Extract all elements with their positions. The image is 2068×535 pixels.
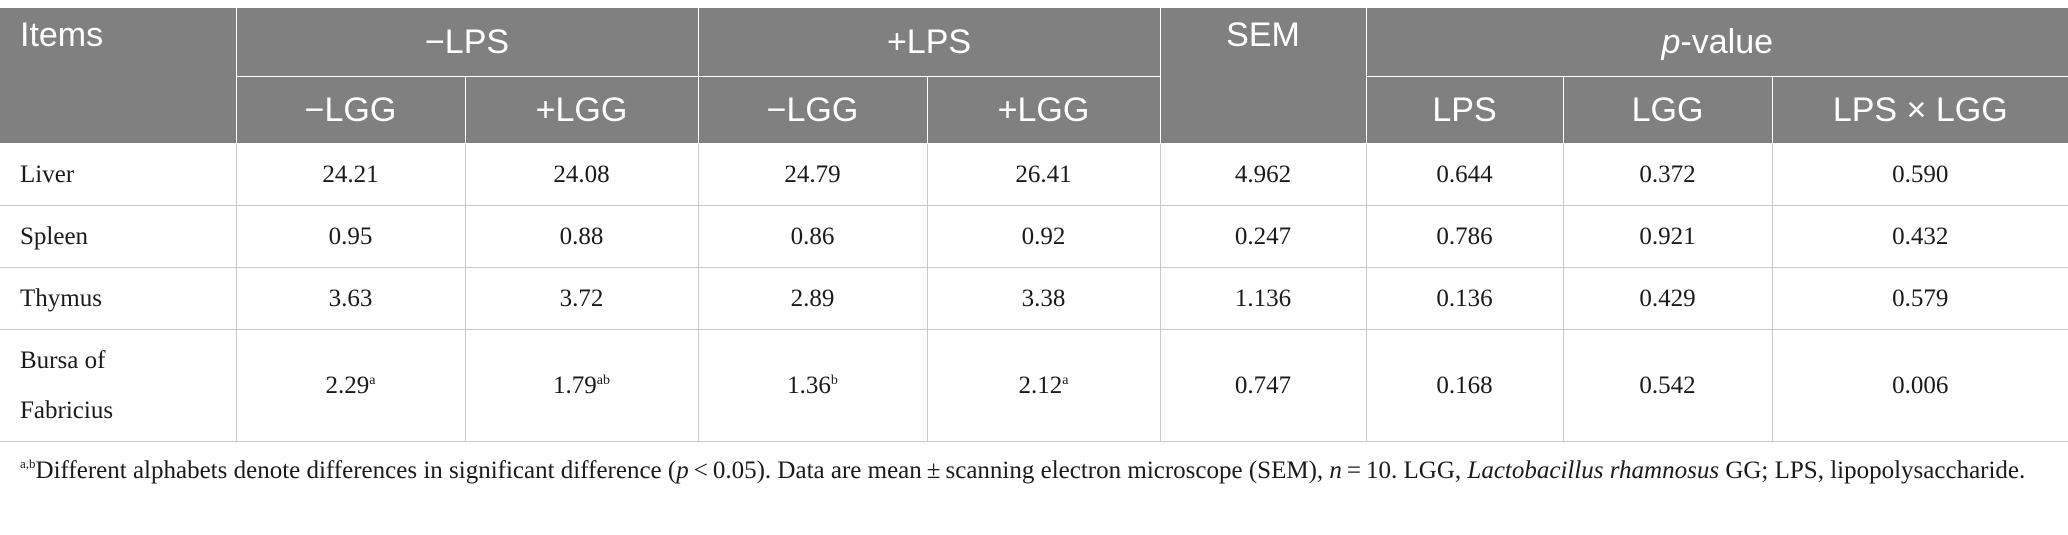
- footnote-text-2: < 0.05). Data are mean ± scanning electr…: [688, 457, 1330, 484]
- row-item: Bursa of Fabricius: [0, 329, 237, 442]
- table-container: Items −LPS +LPS SEM p-value −LGG +LGG −L…: [0, 8, 2068, 442]
- significance-superscript: ab: [596, 372, 610, 388]
- row-item-line-2: Fabricius: [20, 396, 114, 424]
- row-item: Liver: [0, 143, 237, 206]
- cell-plus-lps-minus-lgg: 24.79: [697, 143, 928, 206]
- cell-minus-lps-minus-lgg: 24.21: [235, 143, 466, 206]
- cell-plus-lps-minus-lgg: 0.86: [697, 205, 928, 268]
- cell-p-lps: 0.136: [1365, 267, 1564, 330]
- cell-minus-lps-plus-lgg: 24.08: [464, 143, 699, 206]
- cell-sem: 0.747: [1159, 329, 1367, 442]
- organ-index-table: Items −LPS +LPS SEM p-value −LGG +LGG −L…: [0, 8, 2068, 442]
- header-plus-lps: +LPS: [697, 8, 1161, 77]
- cell-plus-lps-minus-lgg: 2.89: [697, 267, 928, 330]
- table-row: Spleen 0.95 0.88 0.86 0.92 0.247 0.786 0…: [0, 205, 2068, 268]
- cell-value: 1.79: [553, 371, 597, 399]
- cell-p-lps: 0.644: [1365, 143, 1564, 206]
- row-item: Thymus: [0, 267, 237, 330]
- footnote-text-3: = 10. LGG,: [1341, 457, 1468, 484]
- cell-p-lgg: 0.921: [1562, 205, 1773, 268]
- cell-value: 1.36: [787, 371, 831, 399]
- header-minus-lps: −LPS: [235, 8, 699, 77]
- cell-minus-lps-plus-lgg: 0.88: [464, 205, 699, 268]
- cell-minus-lps-plus-lgg: 3.72: [464, 267, 699, 330]
- header-plus-lps-minus-lgg: −LGG: [697, 76, 928, 144]
- cell-plus-lps-plus-lgg: 26.41: [926, 143, 1161, 206]
- header-sem: SEM: [1159, 8, 1367, 144]
- cell-plus-lps-minus-lgg: 1.36b: [697, 329, 928, 442]
- cell-minus-lps-minus-lgg: 0.95: [235, 205, 466, 268]
- table-header: Items −LPS +LPS SEM p-value −LGG +LGG −L…: [0, 8, 2068, 144]
- significance-superscript: a: [369, 372, 376, 388]
- cell-value: 2.29: [325, 371, 370, 399]
- footnote-text-4: GG; LPS, lipopolysaccharide.: [1719, 457, 2026, 484]
- cell-minus-lps-minus-lgg: 2.29a: [235, 329, 466, 442]
- footnote-marker: a,b: [20, 456, 36, 471]
- cell-plus-lps-plus-lgg: 0.92: [926, 205, 1161, 268]
- cell-p-interaction: 0.579: [1771, 267, 2068, 330]
- cell-sem: 1.136: [1159, 267, 1367, 330]
- header-p-lps: LPS: [1365, 76, 1564, 144]
- header-plus-lps-plus-lgg: +LGG: [926, 76, 1161, 144]
- header-p-interaction: LPS × LGG: [1771, 76, 2068, 144]
- table-body: Liver 24.21 24.08 24.79 26.41 4.962 0.64…: [0, 143, 2068, 442]
- significance-superscript: b: [830, 372, 838, 388]
- significance-superscript: a: [1062, 372, 1069, 388]
- header-row-top: Items −LPS +LPS SEM p-value: [0, 8, 2068, 144]
- cell-p-interaction: 0.006: [1771, 329, 2068, 442]
- table-footnote: a,bDifferent alphabets denote difference…: [20, 452, 2040, 489]
- header-p-value: p-value: [1365, 8, 2068, 77]
- cell-sem: 0.247: [1159, 205, 1367, 268]
- footnote-species: Lactobacillus rhamnosus: [1467, 457, 1720, 484]
- cell-plus-lps-plus-lgg: 2.12a: [926, 329, 1161, 442]
- cell-p-lgg: 0.542: [1562, 329, 1773, 442]
- cell-p-lgg: 0.429: [1562, 267, 1773, 330]
- footnote-n-symbol: n: [1329, 457, 1342, 484]
- cell-p-lgg: 0.372: [1562, 143, 1773, 206]
- cell-p-interaction: 0.590: [1771, 143, 2068, 206]
- row-item-line-1: Bursa of: [20, 346, 106, 374]
- footnote-p-symbol: p: [676, 457, 689, 484]
- header-minus-lps-minus-lgg: −LGG: [235, 76, 466, 144]
- table-row: Liver 24.21 24.08 24.79 26.41 4.962 0.64…: [0, 143, 2068, 206]
- cell-minus-lps-plus-lgg: 1.79ab: [464, 329, 699, 442]
- header-p-letter: p: [1661, 22, 1681, 61]
- cell-p-lps: 0.168: [1365, 329, 1564, 442]
- row-item: Spleen: [0, 205, 237, 268]
- header-items: Items: [0, 8, 237, 144]
- table-row: Bursa of Fabricius 2.29a 1.79ab 1.36b 2.1…: [0, 329, 2068, 442]
- header-p-lgg: LGG: [1562, 76, 1773, 144]
- cell-plus-lps-plus-lgg: 3.38: [926, 267, 1161, 330]
- cell-minus-lps-minus-lgg: 3.63: [235, 267, 466, 330]
- header-p-value-suffix: -value: [1680, 22, 1774, 61]
- cell-sem: 4.962: [1159, 143, 1367, 206]
- cell-p-lps: 0.786: [1365, 205, 1564, 268]
- cell-p-interaction: 0.432: [1771, 205, 2068, 268]
- table-row: Thymus 3.63 3.72 2.89 3.38 1.136 0.136 0…: [0, 267, 2068, 330]
- footnote-text-1: Different alphabets denote differences i…: [35, 457, 677, 484]
- header-row-sub: −LGG +LGG −LGG +LGG LPS LGG LPS × LGG: [0, 76, 2068, 144]
- header-minus-lps-plus-lgg: +LGG: [464, 76, 699, 144]
- cell-value: 2.12: [1018, 371, 1063, 399]
